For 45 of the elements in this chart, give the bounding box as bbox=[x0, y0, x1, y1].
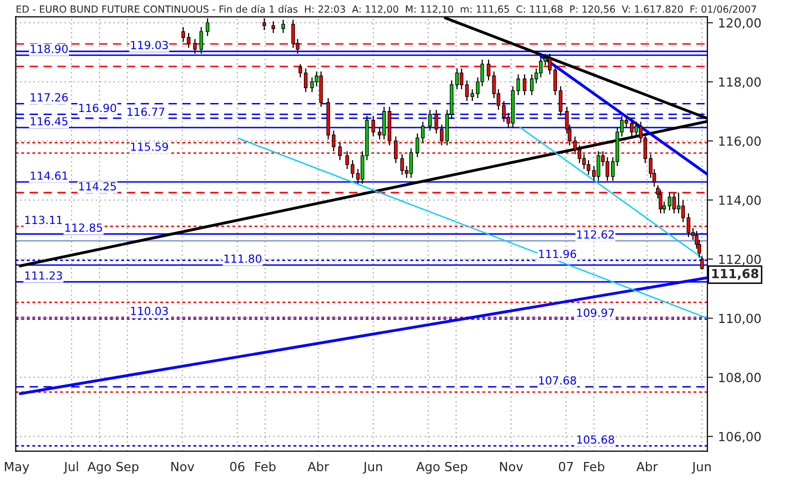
ref-line-label: 113.11 bbox=[25, 216, 62, 224]
y-tick-label: 118,00 bbox=[719, 77, 761, 88]
ref-line-label: 111.80 bbox=[224, 254, 262, 263]
x-tick-label: Nov bbox=[500, 462, 523, 472]
ref-line-label: 112.85 bbox=[65, 223, 102, 232]
y-tick-label: 108,00 bbox=[719, 372, 761, 384]
y-tick-label: 106,00 bbox=[719, 432, 761, 443]
y-tick-label: 112,00 bbox=[719, 254, 761, 266]
y-tick-label: 114,00 bbox=[719, 195, 761, 206]
x-tick-label: Jun bbox=[692, 462, 711, 474]
x-tick-label: Nov bbox=[171, 462, 194, 472]
ref-line-label: 110.03 bbox=[131, 306, 168, 316]
x-tick-label: Sep bbox=[116, 462, 138, 474]
ref-line-label: 105.68 bbox=[577, 435, 614, 444]
ref-line-label: 116.77 bbox=[128, 108, 164, 116]
x-tick-label: Feb bbox=[584, 462, 604, 472]
x-tick-label: Jun bbox=[362, 462, 382, 474]
ref-line-label: 111.23 bbox=[25, 271, 62, 280]
ref-line-label: 115.59 bbox=[131, 142, 168, 151]
x-tick-label: 07 bbox=[558, 462, 573, 472]
y-tick-label: 110,00 bbox=[719, 314, 761, 324]
y-tick-label: 120,00 bbox=[719, 18, 761, 29]
x-tick-label: Sep bbox=[445, 462, 468, 474]
ref-line-label: 114.25 bbox=[79, 182, 116, 190]
ref-line-label: 114.61 bbox=[30, 171, 68, 180]
ref-line-label: 116.90 bbox=[79, 104, 116, 112]
x-tick-label: Ago bbox=[88, 462, 111, 474]
x-tick-label: Abr bbox=[636, 462, 658, 472]
text: 111,68 bbox=[712, 268, 758, 280]
x-tick-label: Abr bbox=[308, 462, 330, 472]
x-tick-label: May bbox=[4, 462, 30, 474]
chart-title: ED - EURO BUND FUTURE CONTINUOUS - Fin de día 1 días H: 22:03 A: 112,00 M: 112,10 m: 111,65 C: 111,68 P: 120,56 V: 1.617.820 F: 01/06/2007 bbox=[16, 4, 756, 14]
y-tick-label: 116,00 bbox=[719, 136, 761, 148]
ref-line-label: 111.96 bbox=[539, 250, 576, 258]
ref-line-label: 117.26 bbox=[30, 93, 68, 102]
ref-line-label: 116.45 bbox=[30, 117, 68, 126]
ref-line-label: 107.68 bbox=[539, 376, 576, 385]
ref-line-label: 118.90 bbox=[30, 44, 68, 54]
x-tick-label: Feb bbox=[255, 462, 276, 472]
x-tick-label: Jul bbox=[63, 462, 78, 474]
x-tick-label: Ago bbox=[416, 462, 440, 474]
x-tick-label: 06 bbox=[230, 462, 244, 472]
ref-line-label: 112.62 bbox=[577, 230, 614, 239]
ref-line-label: 119.03 bbox=[131, 40, 168, 50]
ref-line-label: 109.97 bbox=[577, 308, 614, 317]
